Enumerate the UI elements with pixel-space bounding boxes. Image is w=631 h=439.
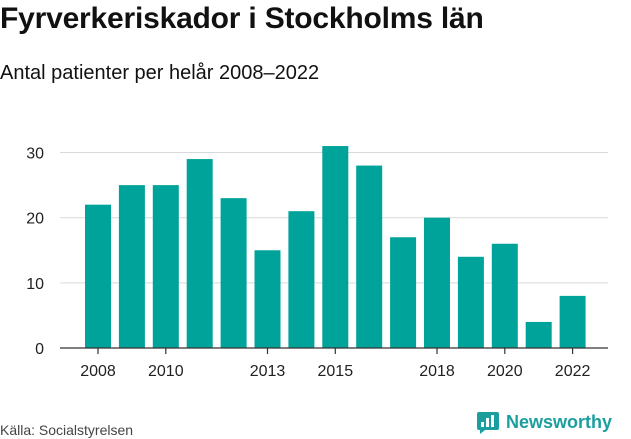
bar bbox=[220, 198, 247, 348]
y-tick-label: 30 bbox=[26, 146, 44, 163]
source-note: Källa: Socialstyrelsen bbox=[0, 422, 134, 438]
y-tick-label: 10 bbox=[26, 276, 44, 293]
bar bbox=[85, 204, 111, 348]
bar bbox=[525, 321, 552, 348]
bar bbox=[424, 217, 450, 348]
x-tick-label: 2010 bbox=[148, 363, 184, 380]
chart-logo-icon bbox=[477, 412, 499, 434]
bar bbox=[356, 165, 383, 348]
bar bbox=[288, 211, 315, 348]
brand-name: Newsworthy bbox=[506, 411, 613, 432]
chart-subtitle: Antal patienter per helår 2008–2022 bbox=[0, 62, 320, 84]
y-tick-label: 0 bbox=[35, 341, 44, 358]
x-tick-label: 2013 bbox=[250, 363, 286, 380]
bar bbox=[118, 185, 145, 348]
y-axis-tick-labels: 0 10 20 30 bbox=[26, 146, 44, 358]
bar bbox=[491, 243, 518, 348]
x-axis-ticks: 2008 2010 2013 2015 2018 2020 2022 bbox=[80, 348, 590, 380]
x-tick-label: 2020 bbox=[487, 363, 523, 380]
x-tick-label: 2018 bbox=[419, 363, 455, 380]
y-tick-label: 20 bbox=[26, 211, 44, 228]
bar bbox=[152, 185, 179, 348]
brand-logo[interactable]: Newsworthy bbox=[476, 410, 612, 434]
bar bbox=[322, 146, 349, 348]
bar bbox=[390, 237, 417, 348]
bar bbox=[559, 295, 586, 348]
bar bbox=[457, 256, 484, 348]
x-tick-label: 2008 bbox=[80, 363, 116, 380]
bar bbox=[254, 250, 281, 348]
chart-title: Fyrverkeriskador i Stockholms län bbox=[0, 2, 484, 35]
bar bbox=[186, 159, 213, 348]
x-tick-label: 2015 bbox=[318, 363, 354, 380]
bars bbox=[85, 146, 586, 348]
x-tick-label: 2022 bbox=[555, 363, 591, 380]
bar-chart: 0 10 20 30 2008 2010 2013 2015 2018 2020 2022 bbox=[26, 146, 608, 380]
